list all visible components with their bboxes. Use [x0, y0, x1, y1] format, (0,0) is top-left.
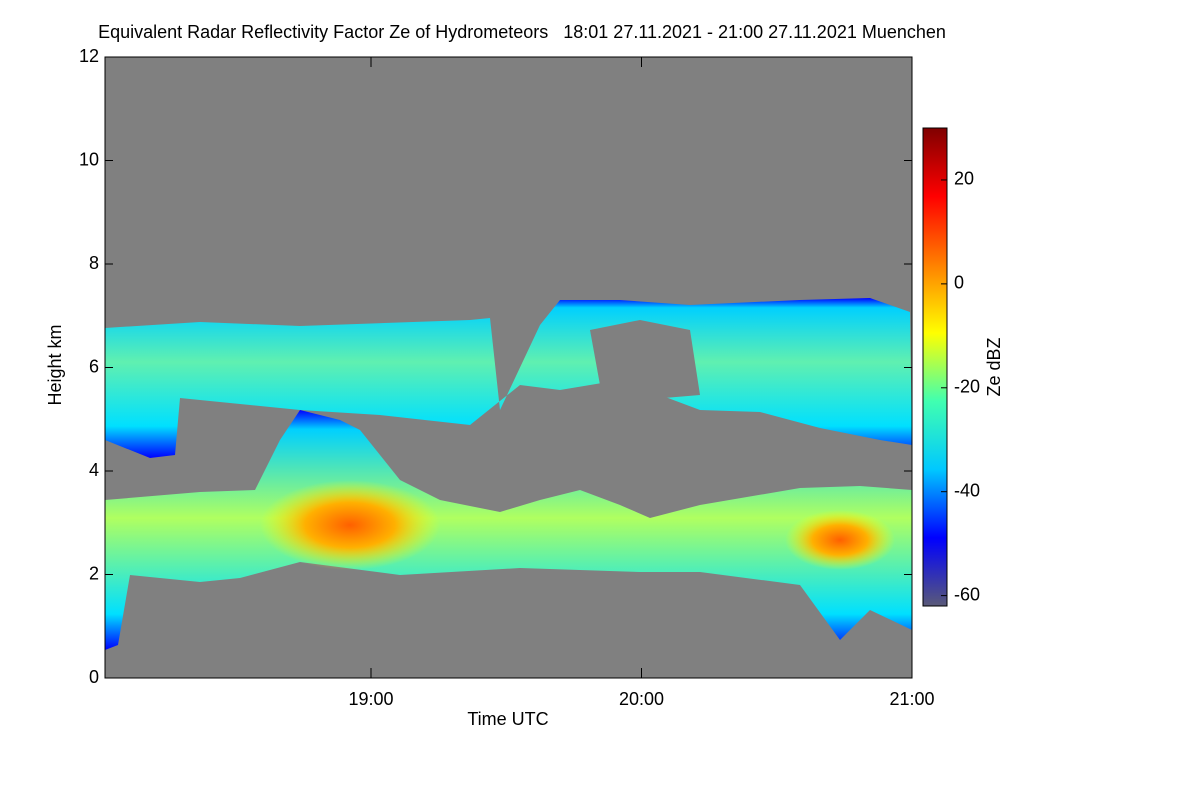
colorbar-label: Ze dBZ	[984, 337, 1004, 396]
colorbar	[922, 127, 948, 607]
y-tick-label: 0	[89, 667, 99, 687]
y-tick-label: 10	[79, 149, 99, 169]
x-tick-label: 21:00	[889, 689, 934, 709]
y-tick-label: 4	[89, 460, 99, 480]
y-axis-label: Height km	[45, 324, 65, 405]
y-tick-label: 2	[89, 563, 99, 583]
y-tick-label: 8	[89, 253, 99, 273]
y-tick-label: 6	[89, 356, 99, 376]
echo-core	[260, 480, 440, 570]
colorbar-tick-label: 0	[954, 273, 964, 293]
x-tick-label: 20:00	[619, 689, 664, 709]
x-axis-label: Time UTC	[467, 709, 548, 729]
echo-layer	[105, 298, 912, 650]
chart-title: Equivalent Radar Reflectivity Factor Ze …	[98, 22, 946, 42]
colorbar-tick-label: -40	[954, 480, 980, 500]
x-tick-label: 19:00	[348, 689, 393, 709]
y-tick-label: 12	[79, 46, 99, 66]
colorbar-tick-label: -20	[954, 377, 980, 397]
echo-region	[105, 410, 912, 650]
echo-core	[785, 510, 895, 570]
colorbar-tick-label: 20	[954, 169, 974, 189]
colorbar-tick-label: -60	[954, 584, 980, 604]
echo-gap	[590, 320, 700, 400]
echo-region	[105, 298, 912, 458]
